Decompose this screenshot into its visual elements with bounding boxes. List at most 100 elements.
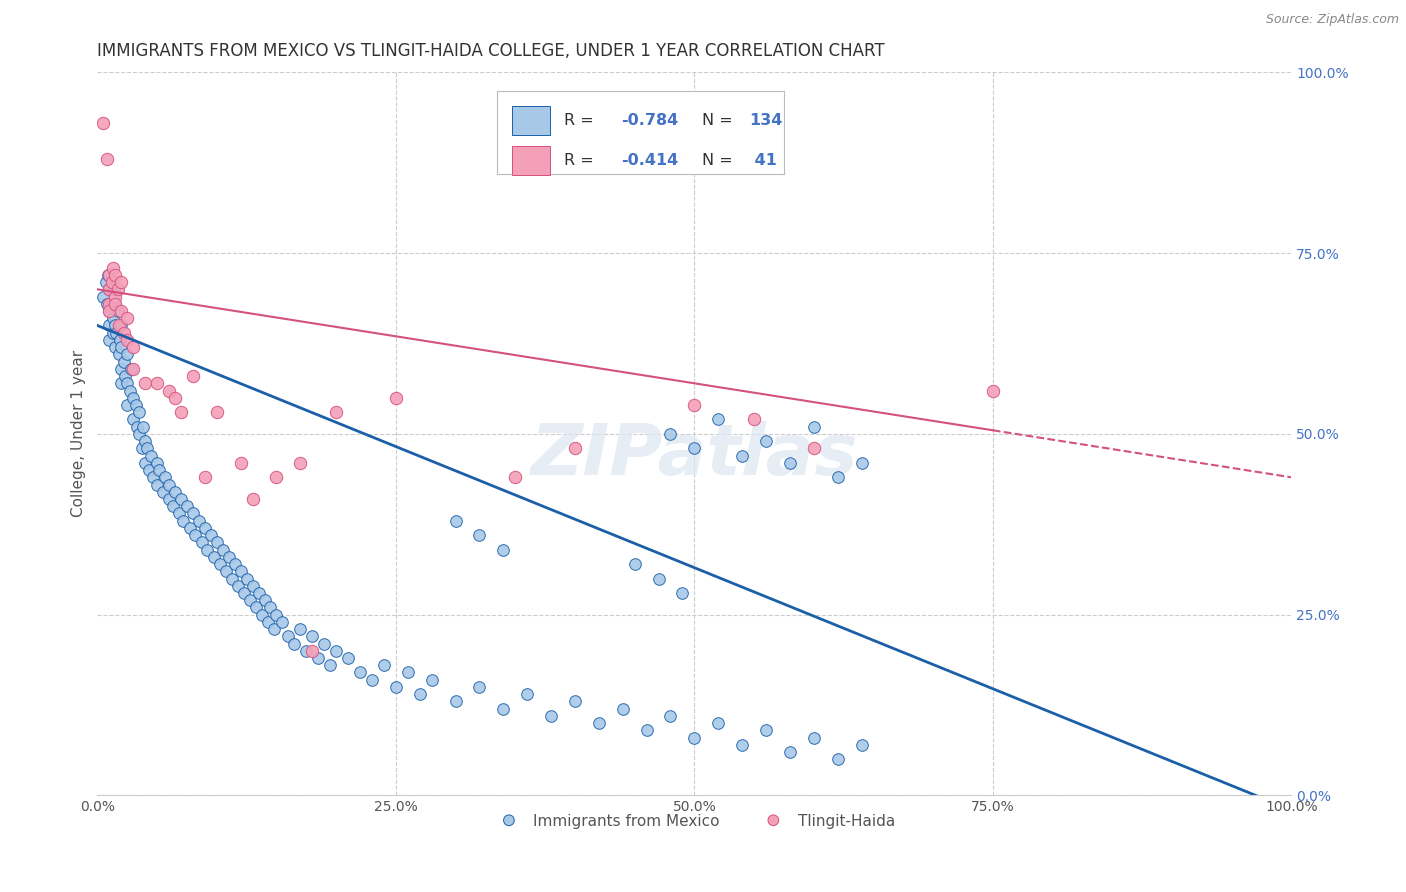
Point (98, 318, 121, 333)
Point (146, 456, 169, 470)
Point (444, 514, 467, 528)
FancyBboxPatch shape (498, 90, 785, 174)
Text: N =: N = (702, 153, 737, 168)
Point (671, 586, 693, 600)
Point (94, 275, 117, 289)
Point (647, 572, 669, 586)
Point (104, 268, 127, 282)
Point (253, 593, 276, 607)
Point (827, 470, 849, 484)
Point (98, 268, 121, 282)
Point (200, 528, 222, 542)
Text: R =: R = (564, 113, 599, 128)
Text: -0.784: -0.784 (621, 113, 679, 128)
Point (385, 680, 408, 694)
Point (827, 752, 849, 766)
Point (157, 477, 180, 491)
Point (107, 282, 129, 296)
Point (134, 376, 156, 391)
Point (215, 564, 238, 578)
Point (122, 340, 145, 354)
Point (564, 442, 586, 456)
Point (259, 600, 281, 615)
Point (263, 622, 285, 636)
Point (683, 442, 706, 456)
Point (103, 282, 125, 296)
Text: Source: ZipAtlas.com: Source: ZipAtlas.com (1265, 13, 1399, 27)
Point (242, 491, 264, 506)
Point (277, 629, 299, 643)
Point (163, 484, 186, 499)
Point (115, 311, 138, 326)
Point (218, 549, 240, 564)
Point (314, 636, 336, 650)
Y-axis label: College, Under 1 year: College, Under 1 year (72, 351, 86, 517)
Point (191, 535, 214, 549)
Point (110, 340, 132, 354)
Point (98, 333, 121, 347)
Point (233, 586, 256, 600)
Point (290, 456, 312, 470)
Point (100, 275, 122, 289)
Point (194, 470, 217, 484)
Point (851, 456, 873, 470)
Text: R =: R = (564, 153, 599, 168)
Point (128, 405, 150, 419)
Point (981, 384, 1004, 398)
Point (226, 579, 249, 593)
Point (181, 507, 204, 521)
Point (301, 644, 323, 658)
Point (325, 405, 347, 419)
Point (138, 463, 160, 477)
Point (112, 326, 135, 340)
Point (101, 260, 124, 275)
Text: IMMIGRANTS FROM MEXICO VS TLINGIT-HAIDA COLLEGE, UNDER 1 YEAR CORRELATION CHART: IMMIGRANTS FROM MEXICO VS TLINGIT-HAIDA … (97, 42, 884, 60)
Point (683, 398, 706, 412)
Point (110, 275, 132, 289)
Point (146, 477, 169, 491)
Point (155, 470, 177, 484)
Point (516, 687, 538, 701)
Point (235, 572, 257, 586)
Point (731, 738, 754, 752)
Point (779, 745, 801, 759)
Point (163, 391, 186, 405)
Point (283, 636, 305, 650)
Point (755, 723, 778, 738)
Point (707, 412, 730, 426)
Point (266, 607, 288, 622)
Point (755, 434, 778, 449)
Point (107, 304, 129, 318)
Point (142, 470, 165, 484)
Point (170, 405, 193, 419)
Point (205, 405, 228, 419)
Point (420, 673, 443, 687)
FancyBboxPatch shape (512, 146, 550, 175)
Point (100, 297, 122, 311)
Point (104, 297, 127, 311)
Point (98, 282, 121, 296)
Point (120, 362, 142, 376)
Point (742, 412, 765, 426)
Point (307, 651, 329, 665)
Point (211, 542, 233, 557)
Point (540, 709, 562, 723)
Point (172, 514, 194, 528)
Point (290, 622, 312, 636)
Point (98, 304, 121, 318)
Point (266, 470, 288, 484)
Point (110, 318, 132, 333)
Point (105, 326, 128, 340)
Point (139, 449, 162, 463)
Point (125, 419, 148, 434)
Point (623, 557, 645, 571)
Point (239, 593, 262, 607)
Point (301, 629, 323, 643)
Point (115, 347, 138, 361)
Point (492, 701, 515, 715)
Point (409, 687, 432, 701)
Point (349, 665, 371, 680)
Point (112, 354, 135, 368)
Point (170, 491, 193, 506)
Point (202, 549, 225, 564)
